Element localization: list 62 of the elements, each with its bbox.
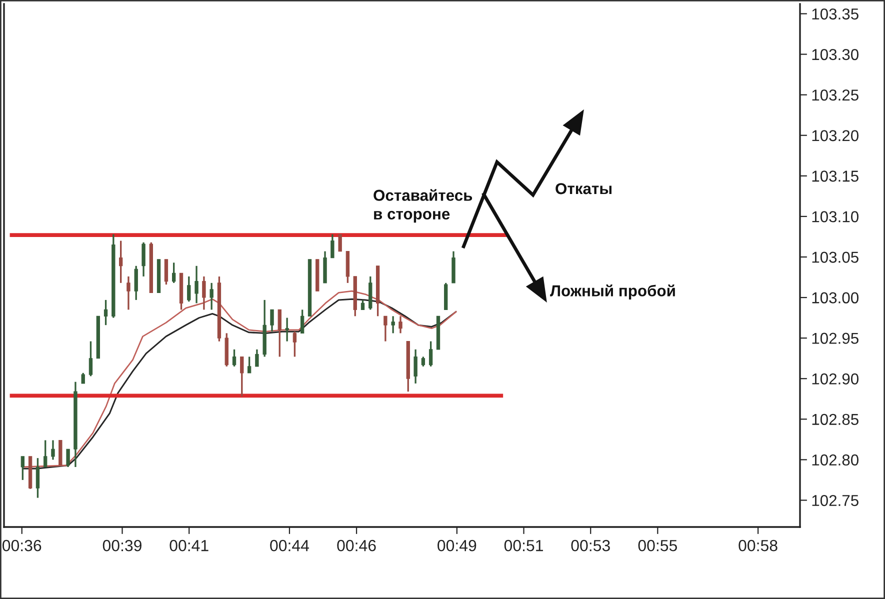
y-tick-label: 102.95	[812, 332, 858, 344]
annotation: Оставайтесь в стороне	[374, 189, 472, 223]
candlestick	[172, 262, 176, 284]
candlestick	[300, 308, 304, 334]
x-tick-label: 00:39	[102, 540, 142, 552]
candlestick	[202, 276, 206, 311]
candlestick	[421, 356, 426, 368]
candlestick	[88, 340, 93, 378]
y-tick-label: 103.30	[812, 49, 858, 60]
y-tick-label: 103.15	[812, 170, 858, 182]
candlestick	[119, 240, 123, 284]
candlestick	[285, 316, 289, 342]
candlestick	[240, 356, 244, 398]
x-tick-label: 00:41	[170, 540, 208, 552]
candlestick	[398, 315, 402, 334]
candlestick	[210, 282, 214, 311]
y-tick-label: 103.35	[812, 8, 858, 20]
candlestick	[126, 276, 130, 311]
x-tick-label: 00:58	[738, 540, 778, 552]
annotation: Ложный пробой	[550, 284, 675, 300]
y-tick-label: 103.25	[812, 90, 858, 101]
candlestick	[414, 348, 418, 384]
candlestick	[187, 276, 191, 302]
candlestick	[20, 456, 25, 481]
candlestick	[164, 258, 168, 286]
y-tick-label: 102.90	[812, 373, 858, 384]
x-tick-label: 00:44	[270, 540, 309, 552]
candlestick	[330, 233, 334, 259]
candlestick	[270, 308, 274, 332]
candlestick	[391, 315, 395, 334]
x-tick-label: 00:51	[504, 540, 543, 552]
candlestick	[292, 330, 297, 358]
x-tick-label: 00:53	[571, 540, 610, 552]
candlestick	[104, 299, 108, 326]
y-tick-label: 103.10	[812, 211, 858, 222]
y-tick-label: 103.05	[812, 252, 858, 263]
candlestick	[51, 439, 55, 461]
candlestick	[360, 299, 365, 311]
y-tick-label: 103.20	[812, 130, 858, 142]
annotation: Откаты	[556, 183, 612, 194]
y-tick-label: 103.00	[812, 292, 858, 304]
candlestick	[81, 372, 85, 384]
candlestick	[255, 348, 259, 368]
candlestick	[134, 265, 138, 301]
y-tick-label: 102.80	[812, 454, 858, 466]
candlestick	[142, 242, 146, 278]
candlestick	[66, 448, 70, 468]
candlestick	[428, 340, 433, 368]
x-tick-label: 00:49	[438, 540, 476, 552]
x-tick-label: 00:46	[337, 540, 376, 552]
x-tick-label: 00:55	[638, 540, 677, 552]
y-tick-label: 102.75	[812, 494, 858, 506]
candlestick	[36, 457, 40, 499]
candlestick	[384, 315, 388, 342]
candlestick	[247, 356, 252, 374]
candlestick	[232, 348, 236, 368]
y-tick-label: 102.85	[812, 414, 858, 425]
x-tick-label: 00:36	[2, 540, 42, 552]
candlestick	[278, 308, 282, 358]
candlestick	[194, 265, 198, 304]
candlestick	[338, 234, 342, 252]
candlestick	[44, 439, 48, 468]
